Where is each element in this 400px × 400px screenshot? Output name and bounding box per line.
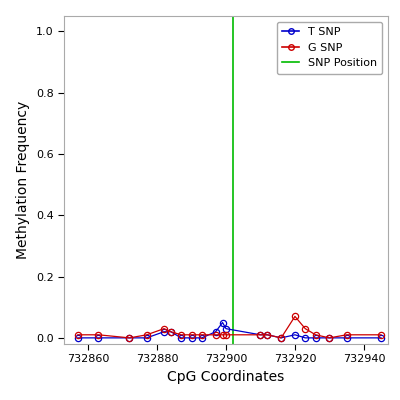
Legend: T SNP, G SNP, SNP Position: T SNP, G SNP, SNP Position <box>277 22 382 74</box>
X-axis label: CpG Coordinates: CpG Coordinates <box>167 370 285 384</box>
Y-axis label: Methylation Frequency: Methylation Frequency <box>16 101 30 259</box>
